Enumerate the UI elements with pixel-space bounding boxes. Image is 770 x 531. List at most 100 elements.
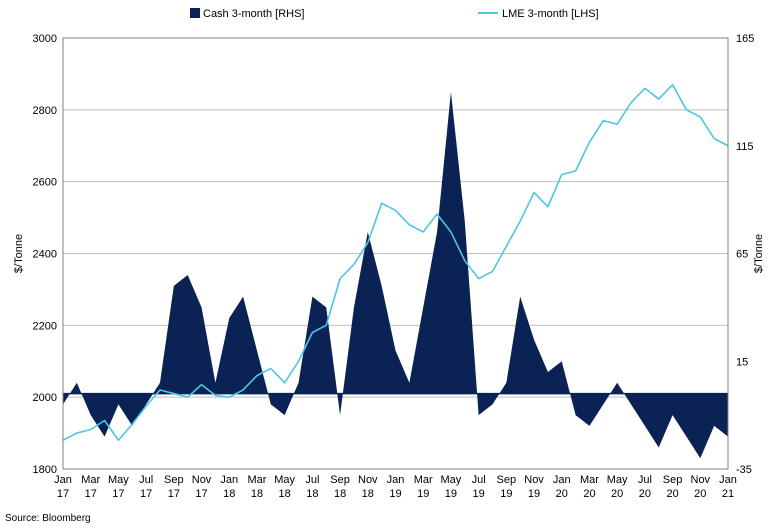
plot-border	[62, 37, 729, 470]
x-tick-label: Nov 19	[524, 474, 544, 500]
x-tick-label: Jul 19	[472, 474, 486, 500]
svg-text:18: 18	[306, 488, 318, 500]
left-tick-label: 2600	[33, 177, 57, 189]
x-tick-label: Jul 20	[638, 474, 652, 500]
svg-text:17: 17	[85, 488, 97, 500]
svg-text:17: 17	[195, 488, 207, 500]
svg-text:20: 20	[611, 488, 623, 500]
x-tick-label: Jul 17	[139, 474, 153, 500]
svg-text:LME 3-month [LHS]: LME 3-month [LHS]	[502, 8, 599, 20]
svg-text:Sep: Sep	[330, 474, 350, 486]
svg-text:Jan: Jan	[54, 474, 72, 486]
x-tick-label: Nov 18	[358, 474, 378, 500]
right-tick-label: -35	[736, 464, 752, 476]
svg-text:18: 18	[279, 488, 291, 500]
right-tick-label: 165	[736, 33, 754, 45]
svg-text:Nov: Nov	[192, 474, 212, 486]
plot-frame	[62, 37, 729, 470]
x-tick-label: Sep 19	[497, 474, 517, 500]
gridlines	[63, 37, 728, 470]
x-tick-label: May 17	[108, 474, 129, 500]
right-tick-label: 115	[736, 141, 754, 153]
svg-text:20: 20	[556, 488, 568, 500]
svg-text:21: 21	[722, 488, 734, 500]
x-tick-label: May 20	[607, 474, 628, 500]
svg-text:Nov: Nov	[691, 474, 711, 486]
left-tick-label: 2400	[33, 249, 57, 261]
cash-area-layer	[63, 91, 728, 459]
x-tick-label: Sep 17	[164, 474, 184, 500]
x-tick-label: May 19	[441, 474, 462, 500]
x-tick-label: Jan 21	[719, 474, 737, 500]
x-tick-label: Mar 20	[580, 474, 599, 500]
right-axis-ticks: -35 15 65 115 165	[736, 33, 754, 476]
svg-text:17: 17	[140, 488, 152, 500]
svg-text:19: 19	[389, 488, 401, 500]
svg-text:20: 20	[694, 488, 706, 500]
x-tick-label: Jan 17	[54, 474, 72, 500]
left-tick-label: 2200	[33, 320, 57, 332]
left-tick-label: 1800	[33, 464, 57, 476]
svg-text:Mar: Mar	[580, 474, 599, 486]
svg-text:Jan: Jan	[553, 474, 571, 486]
right-tick-label: 65	[736, 249, 748, 261]
cash-3-month-area	[63, 91, 728, 459]
x-axis-ticks: Jan 17 Mar 17 May 17 Jul 17 Sep 17 Nov 17 Jan 18 Mar 18…	[54, 474, 737, 500]
axis-titles: $/Tonne $/Tonne	[13, 234, 765, 273]
svg-text:Mar: Mar	[81, 474, 100, 486]
svg-text:Jan: Jan	[387, 474, 405, 486]
x-tick-label: Nov 17	[192, 474, 212, 500]
svg-text:18: 18	[223, 488, 235, 500]
svg-text:Sep: Sep	[497, 474, 517, 486]
left-axis-ticks: 1800 2000 2200 2400 2600 2800 3000	[33, 33, 57, 476]
svg-text:19: 19	[500, 488, 512, 500]
svg-text:18: 18	[362, 488, 374, 500]
svg-text:Sep: Sep	[164, 474, 184, 486]
svg-text:20: 20	[583, 488, 595, 500]
x-tick-label: Sep 20	[663, 474, 683, 500]
legend: Cash 3-month [RHS] LME 3-month [LHS]	[190, 8, 599, 20]
svg-text:Cash 3-month [RHS]: Cash 3-month [RHS]	[203, 8, 304, 20]
lme-line-layer	[62, 83, 729, 442]
svg-text:17: 17	[168, 488, 180, 500]
svg-text:May: May	[108, 474, 129, 486]
svg-text:May: May	[441, 474, 462, 486]
x-tick-label: Sep 18	[330, 474, 350, 500]
x-tick-label: Mar 19	[414, 474, 433, 500]
x-tick-label: Mar 17	[81, 474, 100, 500]
svg-text:20: 20	[639, 488, 651, 500]
x-tick-label: Jan 19	[387, 474, 405, 500]
legend-entry-cash: Cash 3-month [RHS]	[190, 8, 304, 20]
x-tick-label: Jan 20	[553, 474, 571, 500]
svg-text:19: 19	[473, 488, 485, 500]
svg-text:20: 20	[666, 488, 678, 500]
legend-entry-lme: LME 3-month [LHS]	[478, 8, 599, 20]
left-tick-label: 2000	[33, 392, 57, 404]
svg-text:18: 18	[334, 488, 346, 500]
svg-text:19: 19	[445, 488, 457, 500]
right-tick-label: 15	[736, 356, 748, 368]
svg-text:Jan: Jan	[719, 474, 737, 486]
left-axis-title: $/Tonne	[13, 234, 25, 273]
svg-text:17: 17	[57, 488, 69, 500]
svg-text:Jul: Jul	[305, 474, 319, 486]
right-axis-title: $/Tonne	[753, 234, 765, 273]
left-tick-label: 2800	[33, 105, 57, 117]
x-tick-label: Jul 18	[305, 474, 319, 500]
x-tick-label: Jan 18	[220, 474, 238, 500]
svg-text:19: 19	[417, 488, 429, 500]
lme-3-month-line	[62, 83, 729, 442]
svg-text:Mar: Mar	[247, 474, 266, 486]
svg-text:May: May	[607, 474, 628, 486]
source-note: Source: Bloomberg	[5, 513, 91, 524]
svg-text:Nov: Nov	[524, 474, 544, 486]
svg-text:Nov: Nov	[358, 474, 378, 486]
svg-text:Jul: Jul	[472, 474, 486, 486]
svg-text:Jul: Jul	[139, 474, 153, 486]
svg-text:Sep: Sep	[663, 474, 683, 486]
svg-text:19: 19	[528, 488, 540, 500]
svg-text:May: May	[274, 474, 295, 486]
x-tick-label: May 18	[274, 474, 295, 500]
x-tick-label: Mar 18	[247, 474, 266, 500]
